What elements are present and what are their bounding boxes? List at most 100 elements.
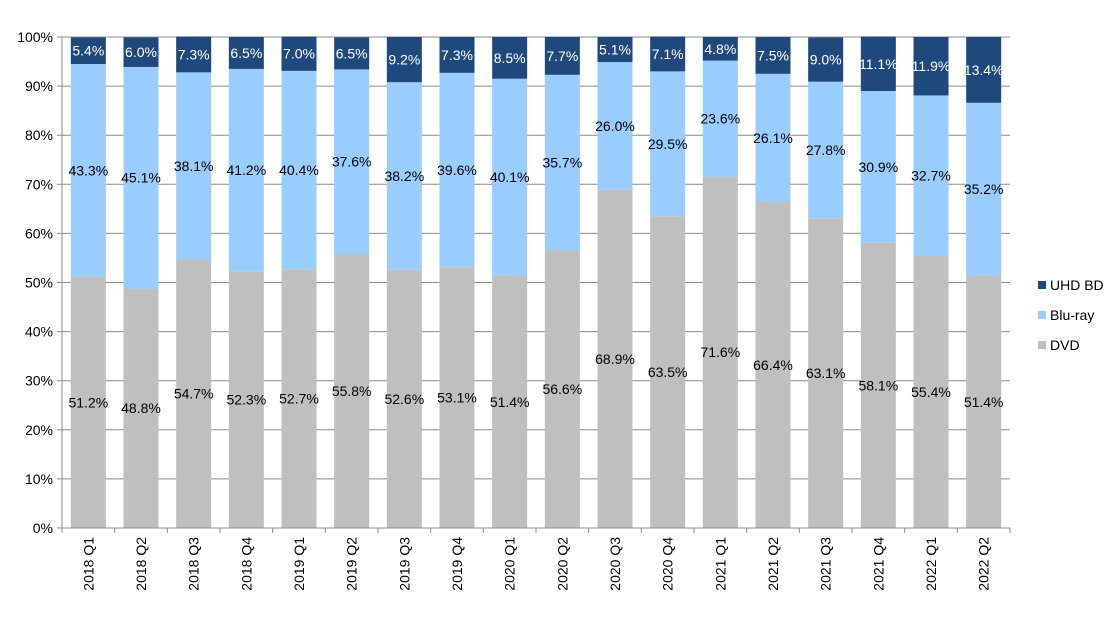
- data-label: 52.7%: [279, 391, 319, 407]
- bar-segment: [123, 288, 159, 528]
- y-tick-label: 0%: [33, 520, 53, 536]
- data-label: 9.0%: [810, 52, 842, 68]
- bar-segment: [123, 37, 159, 67]
- data-label: 39.6%: [437, 162, 477, 178]
- bar-segment: [281, 269, 317, 528]
- bar-segment: [650, 71, 686, 217]
- data-label: 13.4%: [964, 62, 1004, 78]
- data-label: 7.7%: [546, 48, 578, 64]
- bar-segment: [860, 36, 896, 92]
- x-category-label: 2020 Q2: [554, 537, 570, 591]
- data-label: 40.4%: [279, 162, 319, 178]
- data-label: 37.6%: [332, 154, 372, 170]
- y-tick-label: 10%: [25, 471, 53, 487]
- data-label: 66.4%: [753, 357, 793, 373]
- bar-segment: [334, 37, 370, 70]
- data-label: 9.2%: [388, 52, 420, 68]
- bar-segment: [386, 82, 422, 270]
- data-label: 32.7%: [911, 168, 951, 184]
- x-category-label: 2019 Q1: [291, 537, 307, 591]
- data-label: 7.3%: [178, 46, 210, 62]
- data-label: 8.5%: [494, 50, 526, 66]
- data-label: 55.4%: [911, 384, 951, 400]
- data-label: 58.1%: [858, 377, 898, 393]
- data-label: 11.9%: [912, 58, 951, 74]
- data-label: 56.6%: [542, 381, 582, 397]
- data-label: 7.1%: [652, 46, 684, 62]
- bar-segment: [913, 37, 949, 96]
- bar-segment: [597, 62, 633, 190]
- data-label: 6.5%: [336, 45, 368, 61]
- data-label: 54.7%: [174, 386, 214, 402]
- x-category-label: 2020 Q1: [502, 537, 518, 591]
- legend-swatch: [1038, 341, 1046, 349]
- bar-segment: [70, 64, 106, 277]
- bar-segment: [702, 176, 738, 528]
- bar-segment: [176, 72, 212, 260]
- legend-label: Blu-ray: [1050, 307, 1094, 323]
- bar-segment: [597, 37, 633, 63]
- x-category-label: 2021 Q1: [712, 537, 728, 591]
- legend-swatch: [1038, 311, 1046, 319]
- data-label: 71.6%: [700, 344, 740, 360]
- x-category-label: 2020 Q4: [660, 537, 676, 591]
- bar-segment: [702, 37, 738, 61]
- bar-segment: [123, 66, 159, 289]
- data-label: 51.4%: [964, 394, 1004, 410]
- bar-segment: [386, 37, 422, 83]
- bar-segment: [176, 36, 212, 73]
- data-label: 43.3%: [68, 162, 108, 178]
- data-label: 30.9%: [858, 159, 898, 175]
- bar-segment: [808, 37, 844, 82]
- x-category-label: 2020 Q3: [607, 537, 623, 591]
- x-category-label: 2021 Q2: [765, 537, 781, 591]
- x-category-label: 2018 Q2: [133, 537, 149, 591]
- y-tick-label: 70%: [25, 176, 53, 192]
- bar-segment: [176, 259, 212, 528]
- data-label: 55.8%: [332, 383, 372, 399]
- data-label: 7.3%: [441, 47, 473, 63]
- x-category-label: 2022 Q1: [923, 537, 939, 591]
- data-label: 41.2%: [226, 162, 266, 178]
- y-tick-label: 80%: [25, 127, 53, 143]
- data-label: 38.1%: [174, 158, 214, 174]
- bar-segment: [492, 275, 528, 528]
- bar-segment: [808, 81, 844, 219]
- bar-segment: [544, 74, 580, 251]
- data-label: 53.1%: [437, 390, 477, 406]
- data-label: 52.6%: [384, 391, 424, 407]
- bar-segment: [281, 70, 317, 270]
- bar-segment: [702, 60, 738, 177]
- data-label: 29.5%: [648, 136, 688, 152]
- data-label: 38.2%: [384, 168, 424, 184]
- x-category-label: 2022 Q2: [976, 537, 992, 591]
- data-label: 6.0%: [125, 44, 157, 60]
- data-label: 51.2%: [68, 394, 108, 410]
- bar-segment: [386, 269, 422, 528]
- data-label: 26.0%: [595, 118, 635, 134]
- bar-segment: [492, 78, 528, 276]
- x-category-label: 2019 Q4: [449, 537, 465, 591]
- bar-segment: [755, 201, 791, 528]
- y-tick-label: 50%: [25, 275, 53, 291]
- bar-segment: [228, 37, 264, 69]
- data-label: 11.1%: [859, 56, 898, 72]
- data-label: 48.8%: [121, 400, 161, 416]
- legend-label: UHD BD: [1050, 277, 1104, 293]
- bar-segment: [228, 271, 264, 528]
- x-category-label: 2018 Q4: [238, 537, 254, 591]
- y-tick-label: 100%: [17, 29, 53, 45]
- data-label: 40.1%: [490, 169, 530, 185]
- bar-segment: [281, 36, 317, 71]
- x-category-label: 2021 Q3: [818, 537, 834, 591]
- y-tick-label: 20%: [25, 422, 53, 438]
- data-label: 7.5%: [757, 47, 789, 63]
- x-category-label: 2019 Q3: [396, 537, 412, 591]
- data-label: 68.9%: [595, 351, 635, 367]
- bar-segment: [966, 102, 1002, 276]
- bar-segment: [913, 95, 949, 256]
- data-label: 27.8%: [806, 142, 846, 158]
- x-category-label: 2019 Q2: [344, 537, 360, 591]
- bar-segment: [597, 189, 633, 529]
